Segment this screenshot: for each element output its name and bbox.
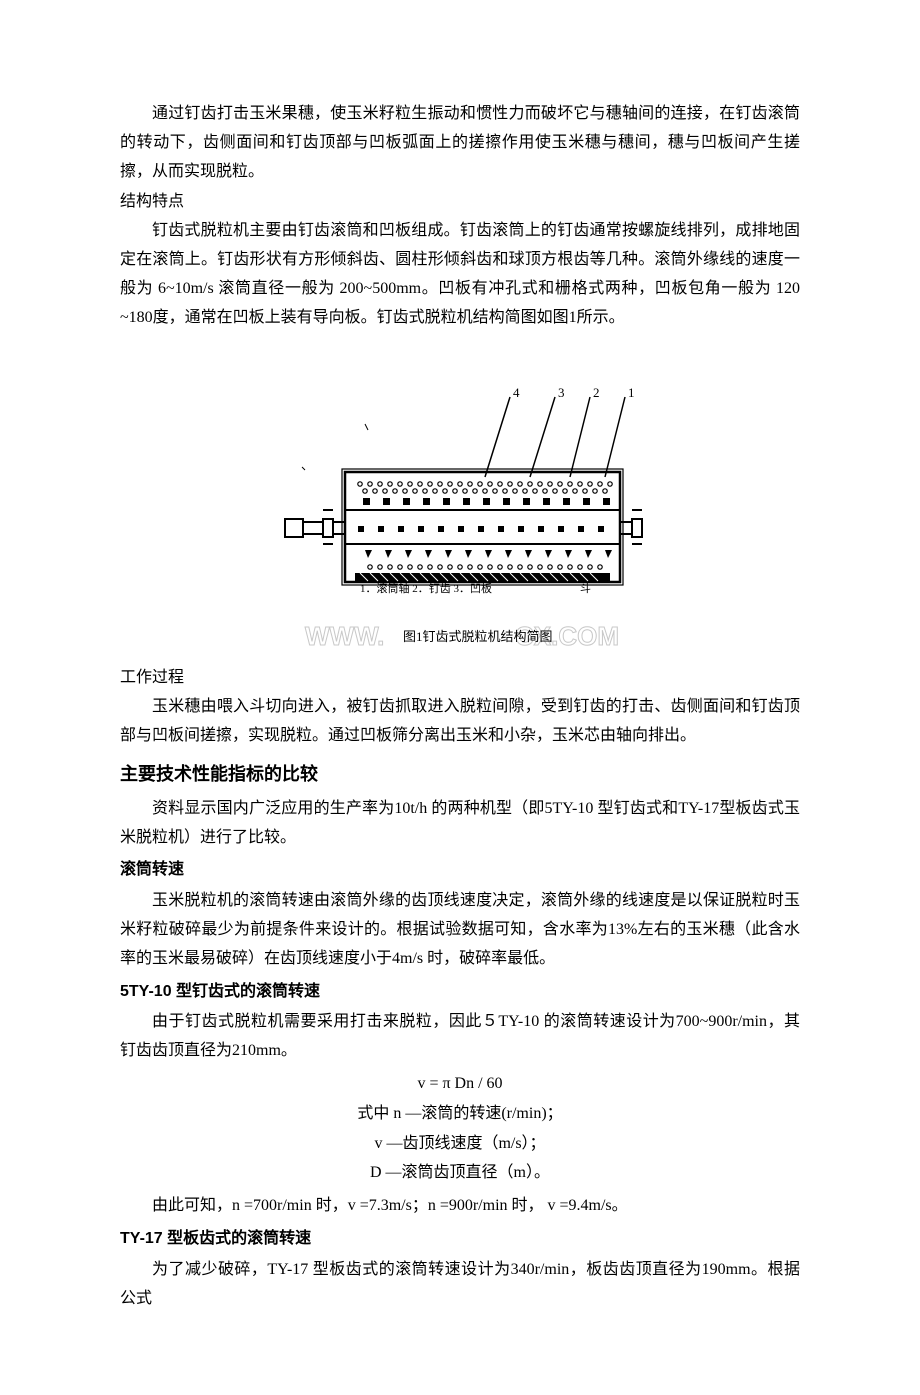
formula-n-desc: 式中 n ―滚筒的转速(r/min)； [120,1100,800,1129]
formula-d-desc: D ―滚筒齿顶直径（m）。 [120,1159,800,1188]
top-holes-row2 [363,489,607,493]
comparison-heading: 主要技术性能指标的比较 [120,758,800,790]
watermark-icon: WWW. CX.COM 图1钉齿式脱粒机结构简图 [245,623,675,653]
intro-paragraph: 通过钉齿打击玉米果穗，使玉米籽粒生振动和惯性力而破坏它与穗轴间的连接，在钉齿滚筒… [120,100,800,186]
process-paragraph: 玉米穗由喂入斗切向进入，被钉齿抓取进入脱粒间隙，受到钉齿的打击、齿侧面间和钉齿顶… [120,693,800,751]
middle-teeth [358,526,604,532]
model-5ty10-paragraph: 由于钉齿式脱粒机需要采用打击来脱粒，因此５TY-10 的滚筒转速设计为700~9… [120,1008,800,1066]
thresher-diagram: 4 3 2 1 [260,382,660,612]
svg-text:斗: 斗 [580,582,591,595]
speed-paragraph: 玉米脱粒机的滚筒转速由滚筒外缘的齿顶线速度决定，滚筒外缘的线速度是以保证脱粒时玉… [120,887,800,973]
svg-text:4: 4 [513,385,520,400]
svg-text:1: 1 [628,385,635,400]
svg-text:WWW.: WWW. [305,623,384,651]
process-heading: 工作过程 [120,664,800,693]
figure-1: 4 3 2 1 [120,382,800,664]
top-holes-row1 [358,482,612,486]
figure-legend-text: 1．滚筒轴 2．钉齿 3．凹板 [360,581,492,595]
model-ty17-paragraph: 为了减少破碎，TY-17 型板齿式的滚筒转速设计为340r/min，板齿齿顶直径… [120,1256,800,1314]
svg-text:3: 3 [558,385,565,400]
speed-heading: 滚筒转速 [120,856,800,885]
model-5ty10-heading: 5TY-10 型钉齿式的滚筒转速 [120,978,800,1007]
figure-caption-line: WWW. CX.COM 图1钉齿式脱粒机结构简图 [120,623,800,664]
formula-block: v = π Dn / 60 式中 n ―滚筒的转速(r/min)； v ―齿顶线… [120,1070,800,1188]
bottom-holes [368,565,602,569]
calculation-result: 由此可知，n =700r/min 时，v =7.3m/s；n =900r/min… [120,1192,800,1221]
figure-caption-text: 图1钉齿式脱粒机结构简图 [403,629,553,644]
formula-v-desc: v ―齿顶线速度（m/s）； [120,1130,800,1159]
comparison-paragraph: 资料显示国内广泛应用的生产率为10t/h 的两种机型（即5TY-10 型钉齿式和… [120,795,800,853]
teeth-row-bottom [365,550,612,558]
structure-paragraph: 钉齿式脱粒机主要由钉齿滚筒和凹板组成。钉齿滚筒上的钉齿通常按螺旋线排列，成排地固… [120,217,800,332]
model-ty17-heading: TY-17 型板齿式的滚筒转速 [120,1225,800,1254]
structure-heading: 结构特点 [120,188,800,217]
formula-equation: v = π Dn / 60 [120,1070,800,1099]
teeth-row-top [363,498,610,505]
svg-text:2: 2 [593,385,600,400]
